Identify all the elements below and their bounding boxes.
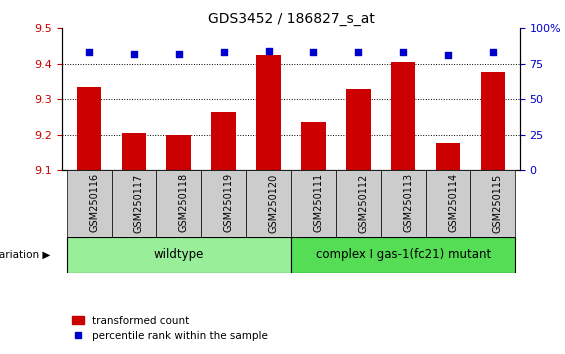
Bar — [256, 55, 281, 170]
Point — [129, 51, 138, 57]
Bar — [301, 122, 326, 170]
Bar — [67, 170, 111, 237]
Title: GDS3452 / 186827_s_at: GDS3452 / 186827_s_at — [207, 12, 375, 26]
Point — [219, 50, 228, 55]
Point — [354, 50, 363, 55]
Text: GSM250114: GSM250114 — [448, 173, 458, 233]
Bar — [211, 112, 236, 170]
Bar — [381, 170, 425, 237]
Text: GSM250119: GSM250119 — [224, 173, 234, 233]
Bar — [471, 170, 515, 237]
Text: GSM250112: GSM250112 — [358, 173, 368, 233]
Point — [264, 48, 273, 54]
Bar — [111, 170, 157, 237]
Bar — [436, 143, 460, 170]
Bar — [346, 88, 371, 170]
Text: GSM250118: GSM250118 — [179, 173, 189, 233]
Bar — [336, 170, 381, 237]
Text: GSM250113: GSM250113 — [403, 173, 413, 233]
Bar — [246, 170, 291, 237]
Bar — [167, 135, 191, 170]
Bar — [201, 170, 246, 237]
Bar — [77, 87, 101, 170]
Bar — [157, 170, 201, 237]
Bar — [291, 237, 515, 273]
Text: GSM250116: GSM250116 — [89, 173, 99, 233]
Bar — [481, 72, 505, 170]
Text: GSM250115: GSM250115 — [493, 173, 503, 233]
Bar — [425, 170, 471, 237]
Bar — [391, 62, 415, 170]
Point — [85, 50, 94, 55]
Legend: transformed count, percentile rank within the sample: transformed count, percentile rank withi… — [67, 312, 272, 345]
Bar — [121, 133, 146, 170]
Text: GSM250120: GSM250120 — [268, 173, 279, 233]
Point — [309, 50, 318, 55]
Text: complex I gas-1(fc21) mutant: complex I gas-1(fc21) mutant — [315, 249, 491, 261]
Text: genotype/variation ▶: genotype/variation ▶ — [0, 250, 51, 260]
Text: GSM250117: GSM250117 — [134, 173, 144, 233]
Point — [488, 50, 497, 55]
Point — [444, 52, 453, 58]
Point — [174, 51, 183, 57]
Bar — [67, 237, 291, 273]
Point — [399, 50, 408, 55]
Text: GSM250111: GSM250111 — [314, 173, 323, 233]
Text: wildtype: wildtype — [154, 249, 204, 261]
Bar — [291, 170, 336, 237]
